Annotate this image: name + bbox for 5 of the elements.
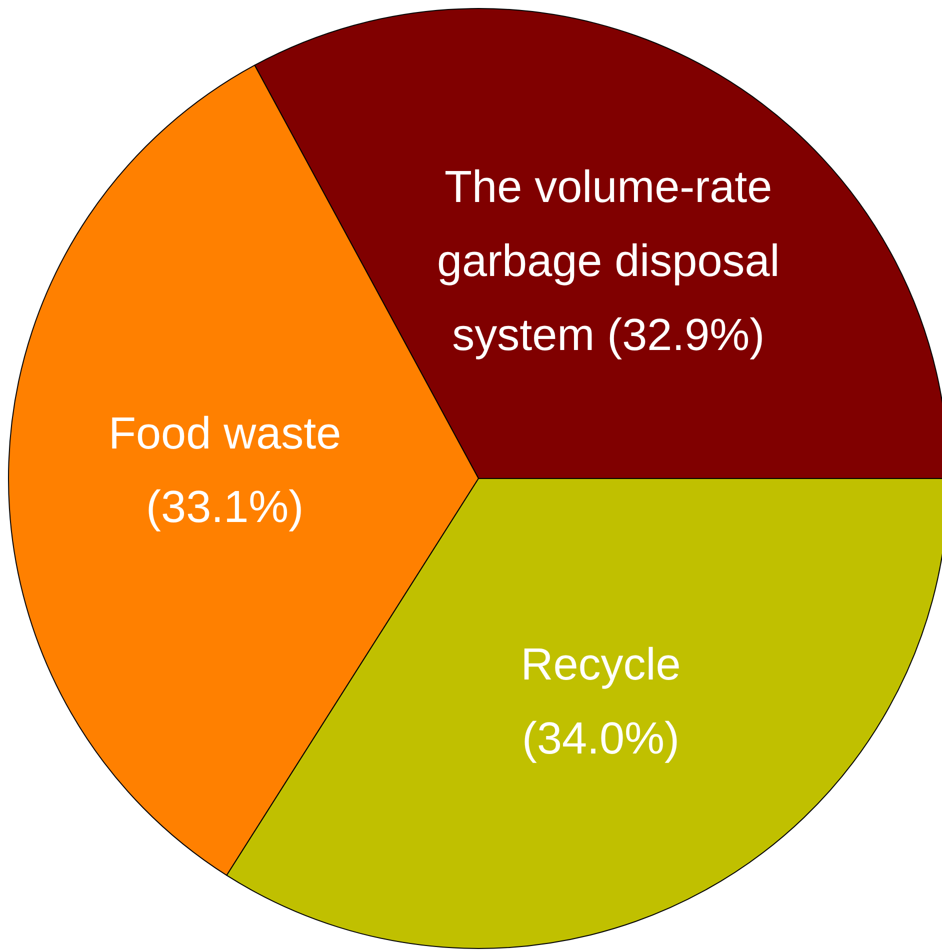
- data-label: (33.1%): [146, 481, 304, 532]
- slice-label: Recycle: [520, 638, 681, 690]
- slice-label: Food waste: [108, 407, 342, 458]
- data-label: (34.0%): [522, 712, 680, 764]
- slice-label: The volume-rate garbage disposal system (32.9%): [437, 161, 780, 360]
